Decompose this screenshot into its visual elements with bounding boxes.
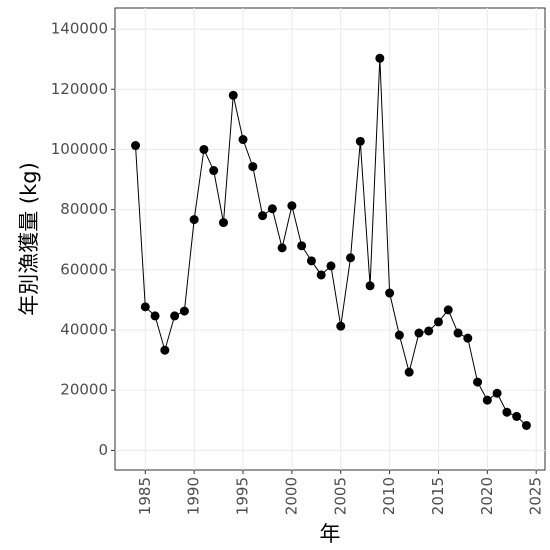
- y-tick-label: 140000: [51, 20, 108, 38]
- x-axis-title: 年: [320, 522, 341, 546]
- x-tick-label: 2010: [380, 477, 398, 515]
- point: [433, 317, 443, 327]
- point: [316, 270, 326, 280]
- point: [482, 395, 492, 405]
- point: [170, 311, 180, 321]
- y-tick-label: 80000: [60, 200, 108, 218]
- point: [150, 311, 160, 321]
- point: [326, 261, 336, 271]
- point: [228, 90, 238, 100]
- point: [404, 367, 414, 377]
- point: [502, 407, 512, 417]
- point: [492, 388, 502, 398]
- y-tick-label: 100000: [51, 140, 108, 158]
- point: [473, 377, 483, 387]
- point: [277, 243, 287, 253]
- x-tick-label: 2000: [282, 477, 300, 515]
- x-tick-label: 2025: [527, 477, 545, 515]
- y-tick-label: 120000: [51, 80, 108, 98]
- y-axis-title: 年別漁獲量 (kg): [17, 162, 41, 316]
- point: [287, 201, 297, 211]
- x-tick-label: 1990: [185, 477, 203, 515]
- point: [443, 305, 453, 315]
- point: [385, 288, 395, 298]
- point: [199, 144, 209, 154]
- grid: [115, 8, 545, 470]
- point: [375, 53, 385, 63]
- point: [346, 253, 356, 263]
- point: [131, 141, 141, 151]
- x-tick-label: 1995: [234, 477, 252, 515]
- x-tick-label: 2015: [429, 477, 447, 515]
- point: [218, 218, 228, 228]
- point: [463, 333, 473, 343]
- point: [258, 211, 268, 221]
- point: [209, 166, 219, 176]
- point: [238, 135, 248, 145]
- panel: [114, 7, 546, 471]
- point: [453, 328, 463, 338]
- point: [248, 162, 258, 172]
- x-tick-label: 1985: [136, 477, 154, 515]
- y-tick-label: 40000: [60, 321, 108, 339]
- point: [394, 330, 404, 340]
- point: [189, 215, 199, 225]
- point: [336, 321, 346, 331]
- point: [267, 204, 277, 214]
- point: [365, 281, 375, 291]
- y-tick-label: 20000: [60, 381, 108, 399]
- point: [512, 411, 522, 421]
- y-tick-label: 60000: [60, 260, 108, 278]
- point: [160, 345, 170, 355]
- point: [140, 302, 150, 312]
- y-tick-label: 0: [98, 441, 108, 459]
- x-tick-label: 2020: [478, 477, 496, 515]
- point: [424, 326, 434, 336]
- point: [355, 136, 365, 146]
- point: [179, 306, 189, 316]
- point: [521, 420, 531, 430]
- plot: [131, 53, 531, 430]
- point: [306, 256, 316, 266]
- x-tick-label: 2005: [331, 477, 349, 515]
- point: [414, 328, 424, 338]
- point: [297, 241, 307, 251]
